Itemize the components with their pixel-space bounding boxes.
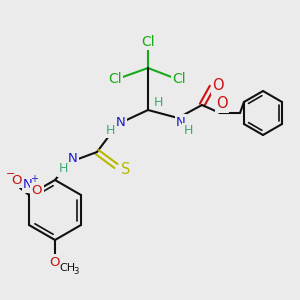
Text: O: O [50, 256, 60, 268]
Text: N: N [23, 178, 33, 191]
Text: Cl: Cl [141, 35, 155, 49]
Text: H: H [183, 124, 193, 137]
Text: CH: CH [59, 263, 75, 273]
Text: O: O [212, 79, 224, 94]
Text: N: N [68, 152, 78, 164]
Text: Cl: Cl [108, 72, 122, 86]
Text: O: O [32, 184, 42, 197]
Text: +: + [30, 174, 38, 184]
Text: O: O [11, 173, 21, 187]
Text: H: H [58, 163, 68, 176]
Text: 3: 3 [73, 268, 79, 277]
Text: O: O [216, 97, 228, 112]
Text: N: N [116, 116, 126, 128]
Text: S: S [121, 161, 131, 176]
Text: H: H [153, 95, 163, 109]
Text: Cl: Cl [172, 72, 186, 86]
Text: N: N [176, 116, 186, 128]
Text: H: H [105, 124, 115, 136]
Text: −: − [6, 169, 16, 179]
